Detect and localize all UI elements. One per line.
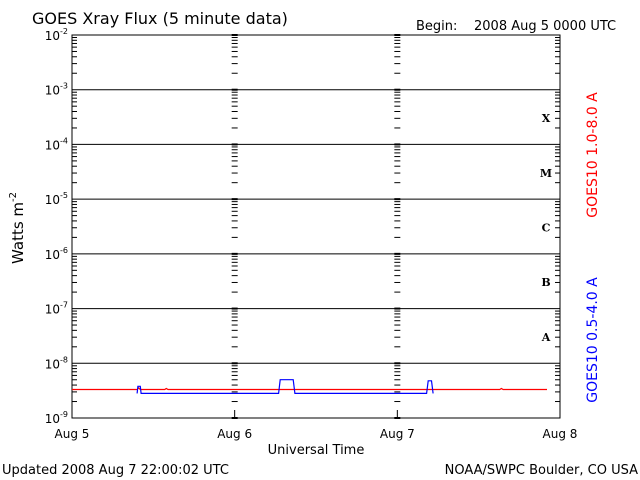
begin-label: Begin: — [416, 19, 457, 34]
y-tick-exp: -5 — [60, 191, 68, 200]
y-tick-base: 10 — [45, 84, 60, 98]
y-tick-label: 10-8 — [45, 355, 68, 371]
y-tick-exp: -4 — [60, 136, 68, 145]
x-tick-labels: Aug 5 Aug 6 Aug 7 Aug 8 — [55, 427, 578, 441]
y-tick-exp: -2 — [60, 27, 68, 36]
y-tick-label: 10-5 — [45, 191, 68, 207]
y-tick-base: 10 — [45, 29, 60, 43]
y-axis-label: Watts m-2 — [8, 192, 27, 264]
flare-class-label: A — [541, 331, 551, 344]
y-tick-label: 10-4 — [45, 136, 68, 152]
y-tick-base: 10 — [45, 248, 60, 262]
series-line — [72, 387, 547, 391]
y-tick-exp: -6 — [60, 246, 68, 255]
y-tick-exp: -3 — [60, 82, 68, 91]
begin-value: 2008 Aug 5 0000 UTC — [474, 19, 616, 34]
chart-title: GOES Xray Flux (5 minute data) — [32, 9, 288, 28]
flare-class-label: X — [542, 112, 551, 125]
x-tick-label: Aug 5 — [55, 427, 90, 441]
flare-class-label: M — [540, 167, 552, 180]
y-tick-label: 10-2 — [45, 27, 68, 43]
y-tick-exp: -7 — [60, 301, 68, 310]
x-tick-label: Aug 8 — [543, 427, 578, 441]
plot-frame — [71, 34, 561, 419]
minor-ticks — [72, 37, 560, 403]
y-tick-labels: 10-910-810-710-610-510-410-310-2 — [45, 27, 68, 426]
y-tick-exp: -8 — [60, 355, 68, 364]
y-tick-base: 10 — [45, 412, 60, 426]
flare-class-label: C — [542, 222, 551, 235]
long-channel-label: GOES10 1.0-8.0 A — [585, 92, 601, 218]
x-axis-label: Universal Time — [268, 443, 365, 458]
y-tick-label: 10-9 — [45, 410, 68, 426]
day-dividers — [231, 34, 401, 419]
x-tick-label: Aug 6 — [217, 427, 252, 441]
y-axis-label-text: Watts m — [9, 202, 27, 264]
y-tick-exp: -9 — [60, 410, 68, 419]
updated-timestamp: Updated 2008 Aug 7 22:00:02 UTC — [2, 463, 229, 478]
short-channel-label: GOES10 0.5-4.0 A — [585, 277, 601, 403]
y-tick-label: 10-3 — [45, 82, 68, 98]
credit-text: NOAA/SWPC Boulder, CO USA — [445, 463, 638, 478]
y-tick-base: 10 — [45, 138, 60, 152]
flare-class-label: B — [541, 276, 550, 289]
y-tick-label: 10-6 — [45, 246, 68, 262]
flare-class-labels: A B C M X — [540, 112, 552, 344]
series-lines — [72, 379, 547, 394]
x-tick-label: Aug 7 — [380, 427, 415, 441]
y-tick-label: 10-7 — [45, 301, 68, 317]
grid-lines — [72, 89, 560, 364]
y-axis-label-sup: -2 — [8, 192, 19, 202]
y-tick-base: 10 — [45, 303, 60, 317]
series-line — [136, 379, 434, 394]
y-tick-base: 10 — [45, 193, 60, 207]
y-tick-base: 10 — [45, 357, 60, 371]
